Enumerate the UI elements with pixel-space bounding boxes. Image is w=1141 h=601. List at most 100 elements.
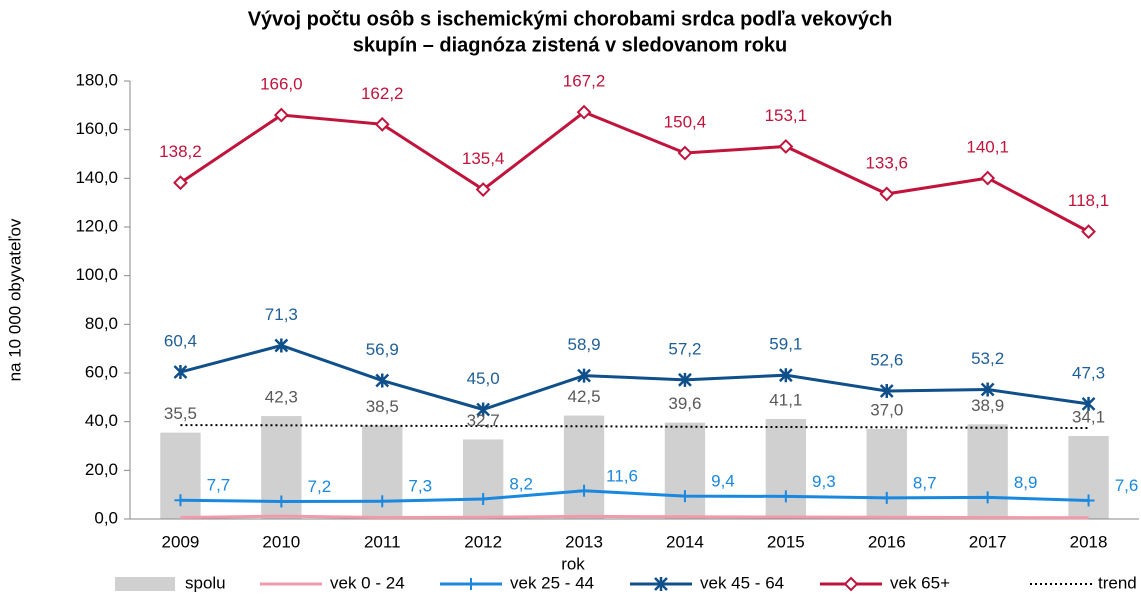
chart-title: skupín – diagnóza zistená v sledovanom r…: [353, 34, 788, 56]
data-label: 166,0: [260, 75, 303, 94]
data-label: 153,1: [765, 106, 808, 125]
data-label: 60,4: [164, 332, 197, 351]
legend-swatch: [115, 577, 175, 591]
marker: [376, 495, 389, 508]
data-label: 58,9: [568, 335, 601, 354]
marker: [576, 104, 592, 120]
chart-title: Vývoj počtu osôb s ischemickými chorobam…: [248, 8, 893, 30]
data-label: 39,6: [668, 394, 701, 413]
legend-label: vek 65+: [890, 573, 950, 592]
y-tick-label: 80,0: [85, 314, 118, 333]
marker: [465, 578, 477, 590]
data-label: 9,4: [711, 472, 735, 491]
data-label: 167,2: [563, 72, 606, 91]
marker: [778, 139, 794, 154]
data-label: 42,5: [568, 387, 601, 406]
y-tick-label: 160,0: [75, 119, 118, 138]
data-label: 37,0: [870, 400, 903, 419]
marker: [879, 384, 894, 399]
data-label: 8,7: [913, 473, 937, 492]
marker: [778, 368, 793, 383]
legend-label: vek 45 - 64: [700, 573, 784, 592]
data-label: 8,9: [1014, 473, 1038, 492]
marker: [1081, 224, 1096, 240]
data-label: 47,3: [1072, 363, 1105, 382]
data-label: 45,0: [467, 369, 500, 388]
bar: [967, 424, 1008, 519]
data-label: 7,2: [308, 477, 332, 496]
marker: [275, 495, 288, 508]
marker: [577, 368, 591, 383]
data-label: 56,9: [366, 340, 399, 359]
line: [180, 489, 1089, 503]
marker: [274, 338, 289, 353]
y-tick-label: 140,0: [75, 168, 118, 187]
data-label: 162,2: [361, 84, 404, 103]
marker: [678, 490, 691, 503]
marker: [843, 576, 859, 592]
line: [180, 343, 1089, 412]
data-label: 118,1: [1068, 191, 1109, 210]
data-label: 9,3: [812, 472, 836, 491]
marker: [174, 494, 187, 507]
bar: [866, 428, 907, 519]
marker: [879, 186, 895, 202]
marker: [654, 577, 668, 591]
x-tick-label: 2016: [868, 532, 906, 551]
data-label: 34,1: [1072, 408, 1105, 427]
marker: [374, 116, 390, 132]
data-label: 7,6: [1115, 476, 1139, 495]
marker: [980, 170, 996, 186]
data-label: 135,4: [462, 149, 505, 168]
x-tick-label: 2018: [1070, 532, 1108, 551]
data-label: 59,1: [769, 335, 802, 354]
y-tick-label: 60,0: [85, 362, 118, 381]
y-tick-label: 0,0: [94, 508, 118, 527]
marker: [880, 491, 893, 504]
marker: [677, 145, 693, 161]
marker: [173, 175, 188, 191]
data-label: 42,3: [265, 388, 298, 407]
data-label: 52,6: [870, 350, 903, 369]
y-tick-label: 100,0: [75, 265, 118, 284]
marker: [980, 382, 995, 397]
x-tick-label: 2011: [364, 532, 401, 551]
marker: [779, 490, 792, 503]
data-label: 41,1: [769, 390, 802, 409]
data-label: 8,2: [509, 475, 533, 494]
marker: [678, 372, 692, 387]
data-label: 32,7: [467, 411, 500, 430]
x-tick-label: 2012: [464, 532, 502, 551]
data-label: 71,3: [265, 305, 298, 324]
bar: [563, 415, 605, 519]
data-label: 38,5: [366, 397, 399, 416]
x-tick-label: 2015: [767, 532, 805, 551]
y-tick-label: 120,0: [75, 216, 118, 235]
legend-label: vek 25 - 44: [510, 573, 594, 592]
y-tick-label: 180,0: [75, 70, 118, 89]
marker: [173, 365, 188, 380]
x-tick-label: 2013: [565, 532, 603, 551]
line: [180, 514, 1089, 520]
bar: [462, 439, 504, 519]
marker: [578, 484, 591, 497]
data-label: 7,3: [408, 477, 432, 496]
bar: [765, 418, 807, 519]
data-label: 140,1: [966, 138, 1009, 157]
x-tick-label: 2010: [262, 532, 300, 551]
y-tick-label: 20,0: [85, 460, 118, 479]
y-tick-label: 40,0: [85, 411, 118, 430]
legend-label: vek 0 - 24: [330, 573, 405, 592]
line: [179, 110, 1090, 233]
data-label: 150,4: [664, 113, 707, 132]
y-axis-label: na 10 000 obyvateľov: [5, 218, 24, 381]
data-label: 138,2: [159, 142, 202, 161]
x-tick-label: 2017: [969, 532, 1007, 551]
marker: [375, 373, 390, 388]
bar: [1068, 436, 1109, 519]
data-label: 133,6: [865, 153, 908, 172]
marker: [1082, 494, 1095, 507]
data-label: 11,6: [606, 466, 638, 485]
legend-label: trend: [1098, 573, 1137, 592]
